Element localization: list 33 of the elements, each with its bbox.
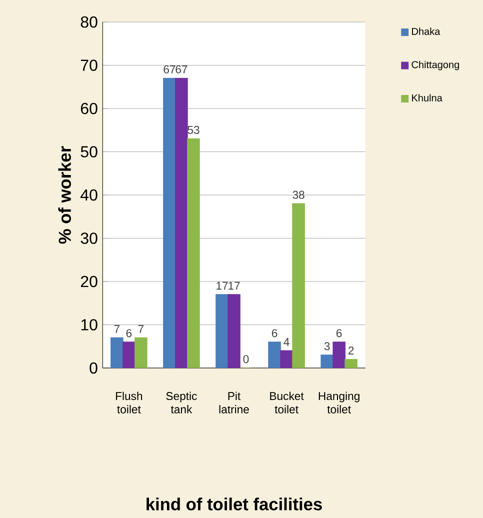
data-label: 2 (348, 346, 354, 355)
x-tick-label: Bucket toilet (270, 392, 304, 414)
data-label: 7 (138, 325, 144, 333)
x-tick-label: Hanging toilet (318, 392, 360, 414)
y-tick-label: 10 (81, 319, 98, 330)
x-tick-label: Septic tank (166, 392, 197, 414)
data-label: 38 (292, 190, 304, 199)
data-label: 6 (272, 329, 278, 338)
y-tick-label: 60 (80, 102, 98, 114)
data-label: 6 (126, 329, 132, 338)
data-label: 0 (243, 355, 249, 364)
data-label: 67 (164, 65, 176, 74)
y-tick-label: 30 (80, 232, 98, 244)
data-label: 4 (284, 338, 290, 346)
y-tick-label: 40 (80, 189, 98, 201)
x-tick-label: Flush toilet (116, 392, 142, 414)
y-axis-title: % of worker (58, 146, 71, 244)
x-axis-title: kind of toilet facilities (146, 498, 322, 510)
data-label: 17 (228, 282, 240, 290)
data-label: 7 (114, 325, 120, 333)
y-tick-label: 50 (80, 146, 98, 158)
y-tick-label: 20 (80, 276, 98, 288)
data-label: 67 (176, 65, 188, 74)
legend-label: Chittagong (412, 60, 459, 70)
data-label: 17 (216, 282, 228, 290)
legend-label: Khulna (412, 94, 442, 102)
data-label: 6 (336, 329, 342, 338)
y-tick-label: 80 (80, 16, 98, 28)
legend-label: Dhaka (412, 28, 440, 35)
y-tick-label: 70 (80, 60, 98, 71)
y-tick-label: 0 (90, 362, 98, 374)
x-tick-label: Pit latrine (219, 392, 249, 414)
data-label: 3 (324, 342, 330, 350)
